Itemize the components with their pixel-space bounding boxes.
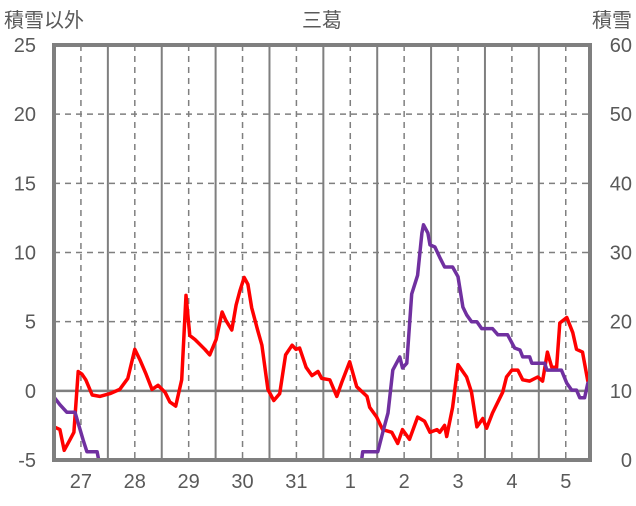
temperature-line xyxy=(52,275,592,453)
left-y-tick-label: 25 xyxy=(14,35,36,57)
x-tick-label: 31 xyxy=(285,471,307,493)
x-tick-label: 2 xyxy=(399,471,410,493)
x-tick-label: 4 xyxy=(506,471,517,493)
right-y-tick-label: 50 xyxy=(610,104,632,126)
x-tick-label: 5 xyxy=(560,471,571,493)
grid xyxy=(54,45,590,460)
right-y-tick-label: 20 xyxy=(610,312,632,334)
left-y-tick-label: 10 xyxy=(14,243,36,265)
x-tick-label: 27 xyxy=(70,471,92,493)
left-axis-label: 積雪以外 xyxy=(4,9,84,32)
x-tick-label: 30 xyxy=(231,471,253,493)
right-y-tick-label: 30 xyxy=(610,243,632,265)
right-y-tick-label: 60 xyxy=(610,35,632,57)
right-y-tick-label: 40 xyxy=(610,173,632,195)
left-y-tick-label: 15 xyxy=(14,173,36,195)
left-y-tick-label: -5 xyxy=(18,450,36,472)
x-tick-label: 1 xyxy=(345,471,356,493)
right-y-tick-label: 0 xyxy=(621,450,632,472)
right-axis-label: 積雪 xyxy=(592,9,632,32)
x-tick-label: 28 xyxy=(124,471,146,493)
left-y-tick-label: 0 xyxy=(25,381,36,403)
left-y-tick-label: 5 xyxy=(25,312,36,334)
plot-frame xyxy=(52,43,592,462)
labels: 三葛 積雪以外 積雪 27 28 29 30 31 1 2 3 4 5 -5 0 5 10 15 20 25 0 1… xyxy=(4,9,632,493)
right-y-tick-label: 10 xyxy=(610,381,632,403)
chart-title: 三葛 xyxy=(302,9,342,32)
left-y-tick-label: 20 xyxy=(14,104,36,126)
x-tick-label: 3 xyxy=(452,471,463,493)
x-tick-label: 29 xyxy=(178,471,200,493)
